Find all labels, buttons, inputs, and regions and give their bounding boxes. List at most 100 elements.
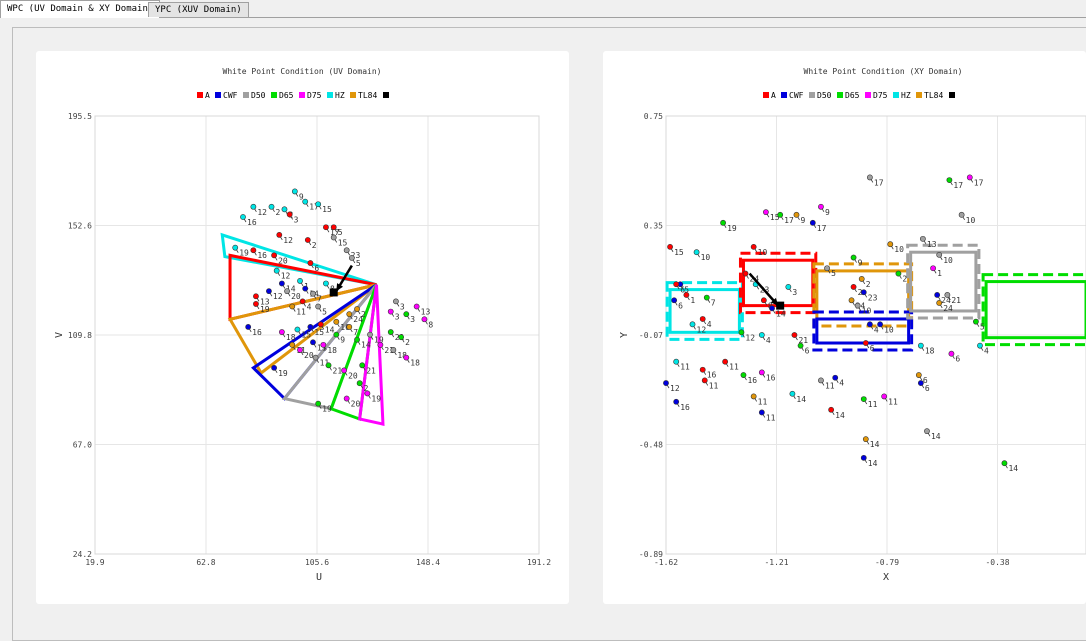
legend-label-6: TL84	[924, 91, 943, 100]
legend-swatch-4	[865, 92, 871, 98]
data-point	[387, 329, 394, 335]
data-point	[286, 211, 293, 218]
data-point-label: 10	[884, 325, 894, 334]
data-point	[284, 288, 290, 295]
data-point	[390, 347, 397, 353]
data-point-label: 21	[798, 336, 808, 345]
data-point-label: 8	[428, 320, 433, 329]
data-point	[310, 290, 316, 297]
tab-wpc-uv-xy[interactable]: WPC (UV Domain & XY Domain)	[0, 0, 161, 18]
data-point	[740, 372, 747, 378]
data-point-label: 19	[727, 224, 737, 233]
data-point	[791, 332, 798, 338]
legend-label-6: TL84	[358, 91, 377, 100]
data-point	[930, 265, 936, 272]
data-point	[276, 231, 283, 238]
data-point-label: 24	[353, 315, 363, 324]
data-point-label: 10	[701, 253, 711, 262]
data-point-label: 3	[410, 315, 415, 324]
x-tick-label: -0.79	[875, 558, 899, 567]
data-point	[359, 362, 366, 369]
legend-label-1: CWF	[223, 91, 238, 100]
y-axis-label: V	[54, 332, 65, 338]
data-point	[758, 369, 765, 376]
tab-bar: WPC (UV Domain & XY Domain) YPC (XUV Dom…	[0, 0, 1086, 18]
data-point-label: 17	[974, 178, 984, 187]
data-point	[245, 324, 252, 330]
data-point-label: 11	[868, 400, 878, 409]
data-point	[250, 203, 257, 210]
data-point	[278, 329, 285, 335]
data-point	[266, 288, 272, 295]
data-point-label: 3	[792, 288, 797, 297]
region-cwf	[815, 317, 911, 345]
legend-swatch-7	[383, 92, 389, 98]
y-tick-label: 0.75	[644, 112, 663, 121]
data-point	[936, 300, 943, 306]
data-point-label: 10	[340, 323, 350, 332]
data-point-label: 11	[317, 343, 327, 352]
data-point	[742, 270, 749, 277]
data-point-label: 20	[304, 351, 314, 360]
data-point-label: 17	[309, 203, 319, 212]
data-point	[302, 198, 309, 205]
data-point	[958, 211, 965, 218]
data-point-label: 14	[286, 284, 296, 293]
data-point	[977, 342, 983, 349]
data-point-label: 15	[770, 213, 780, 222]
data-point	[341, 367, 347, 374]
data-point	[848, 297, 855, 304]
data-point-label: 17	[817, 224, 827, 233]
data-point-label: 17	[874, 178, 884, 187]
data-point	[793, 211, 800, 218]
region-d50-outer	[906, 243, 981, 320]
data-point	[832, 374, 839, 381]
data-point	[924, 428, 930, 435]
data-point	[720, 219, 726, 226]
data-point-label: 10	[966, 216, 976, 225]
data-point-label: 2	[858, 288, 863, 297]
data-point-label: 4	[874, 325, 879, 334]
data-point-label: 6	[805, 347, 810, 356]
data-point	[758, 409, 765, 416]
data-point	[364, 390, 371, 397]
legend-swatch-7	[949, 92, 955, 98]
data-point	[330, 224, 337, 231]
legend-swatch-5	[327, 92, 333, 98]
y-tick-label: 109.8	[68, 331, 92, 340]
data-point-label: 2	[361, 310, 366, 319]
data-point	[769, 305, 775, 312]
data-point-label: 11	[888, 397, 898, 406]
data-point-label: 10	[758, 248, 768, 257]
legend-swatch-6	[350, 92, 356, 98]
x-tick-label: 62.8	[196, 558, 215, 567]
data-point-label: 1	[690, 296, 695, 305]
data-point-label: 10	[943, 256, 953, 265]
data-point-label: 5	[831, 269, 836, 278]
data-point-label: 11	[680, 363, 690, 372]
data-point-label: 14	[776, 309, 786, 318]
legend-swatch-2	[243, 92, 249, 98]
data-point	[854, 302, 861, 309]
data-point-label: 2	[312, 241, 317, 250]
data-point-label: 14	[931, 432, 941, 441]
current-white-point-marker	[329, 288, 338, 297]
data-point-label: 7	[317, 295, 322, 304]
data-point	[915, 372, 922, 378]
x-axis-label: X	[883, 572, 889, 583]
legend-label-4: D75	[873, 91, 888, 100]
data-point	[343, 247, 350, 254]
data-point	[738, 329, 745, 336]
data-point-label: 12	[670, 384, 680, 393]
tab-ypc-xuv[interactable]: YPC (XUV Domain)	[148, 2, 249, 17]
data-point-label: 19	[260, 305, 270, 314]
data-point	[673, 398, 680, 405]
x-tick-label: 191.2	[527, 558, 551, 567]
data-point-label: 10	[862, 307, 872, 316]
legend-label-4: D75	[307, 91, 322, 100]
data-point	[299, 298, 306, 305]
data-point	[818, 377, 824, 384]
data-point	[936, 251, 943, 258]
data-point-label: 2	[866, 280, 871, 289]
data-point	[919, 235, 926, 242]
